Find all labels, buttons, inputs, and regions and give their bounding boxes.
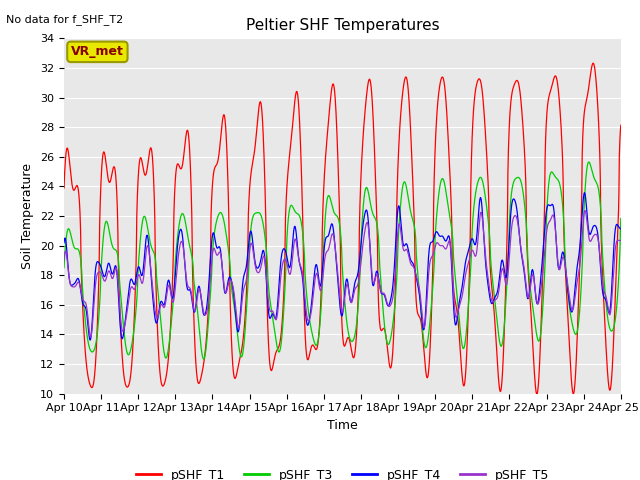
- pSHF_T3: [274, 347, 282, 352]
- pSHF_T4: [86, 337, 94, 343]
- pSHF_T1: [298, 177, 305, 182]
- pSHF_T3: [617, 216, 625, 221]
- pSHF_T4: [546, 203, 554, 208]
- pSHF_T4: [606, 306, 614, 312]
- pSHF_T5: [274, 309, 282, 315]
- Legend: pSHF_T1, pSHF_T3, pSHF_T4, pSHF_T5: pSHF_T1, pSHF_T3, pSHF_T4, pSHF_T5: [131, 464, 554, 480]
- pSHF_T4: [157, 299, 164, 305]
- pSHF_T3: [298, 223, 306, 229]
- Title: Peltier SHF Temperatures: Peltier SHF Temperatures: [246, 18, 439, 33]
- pSHF_T3: [606, 327, 614, 333]
- pSHF_T1: [617, 122, 625, 128]
- pSHF_T1: [157, 375, 164, 381]
- X-axis label: Time: Time: [327, 419, 358, 432]
- Line: pSHF_T3: pSHF_T3: [64, 162, 621, 359]
- Line: pSHF_T1: pSHF_T1: [64, 63, 621, 394]
- pSHF_T1: [124, 384, 131, 390]
- pSHF_T4: [60, 240, 68, 246]
- pSHF_T4: [617, 226, 625, 232]
- pSHF_T5: [581, 208, 589, 214]
- pSHF_T1: [546, 90, 554, 96]
- pSHF_T5: [298, 267, 306, 273]
- Line: pSHF_T4: pSHF_T4: [64, 192, 621, 340]
- pSHF_T4: [298, 270, 306, 276]
- pSHF_T4: [124, 297, 132, 302]
- Line: pSHF_T5: pSHF_T5: [64, 211, 621, 337]
- Text: No data for f_SHF_T2: No data for f_SHF_T2: [6, 14, 124, 25]
- pSHF_T5: [617, 238, 625, 243]
- pSHF_T4: [580, 190, 588, 195]
- pSHF_T3: [585, 159, 593, 165]
- pSHF_T5: [157, 302, 164, 308]
- pSHF_T3: [157, 316, 164, 322]
- pSHF_T5: [86, 334, 94, 340]
- pSHF_T1: [589, 60, 597, 66]
- pSHF_T3: [200, 356, 207, 362]
- pSHF_T1: [60, 185, 68, 191]
- pSHF_T5: [606, 311, 614, 317]
- pSHF_T1: [274, 347, 282, 352]
- pSHF_T5: [124, 304, 132, 310]
- Y-axis label: Soil Temperature: Soil Temperature: [22, 163, 35, 269]
- pSHF_T5: [60, 257, 68, 263]
- pSHF_T1: [533, 391, 541, 397]
- pSHF_T4: [274, 300, 282, 306]
- Text: VR_met: VR_met: [71, 45, 124, 59]
- pSHF_T3: [60, 265, 68, 271]
- pSHF_T5: [546, 218, 554, 224]
- pSHF_T1: [606, 387, 614, 393]
- pSHF_T3: [546, 172, 554, 178]
- pSHF_T3: [124, 351, 131, 357]
